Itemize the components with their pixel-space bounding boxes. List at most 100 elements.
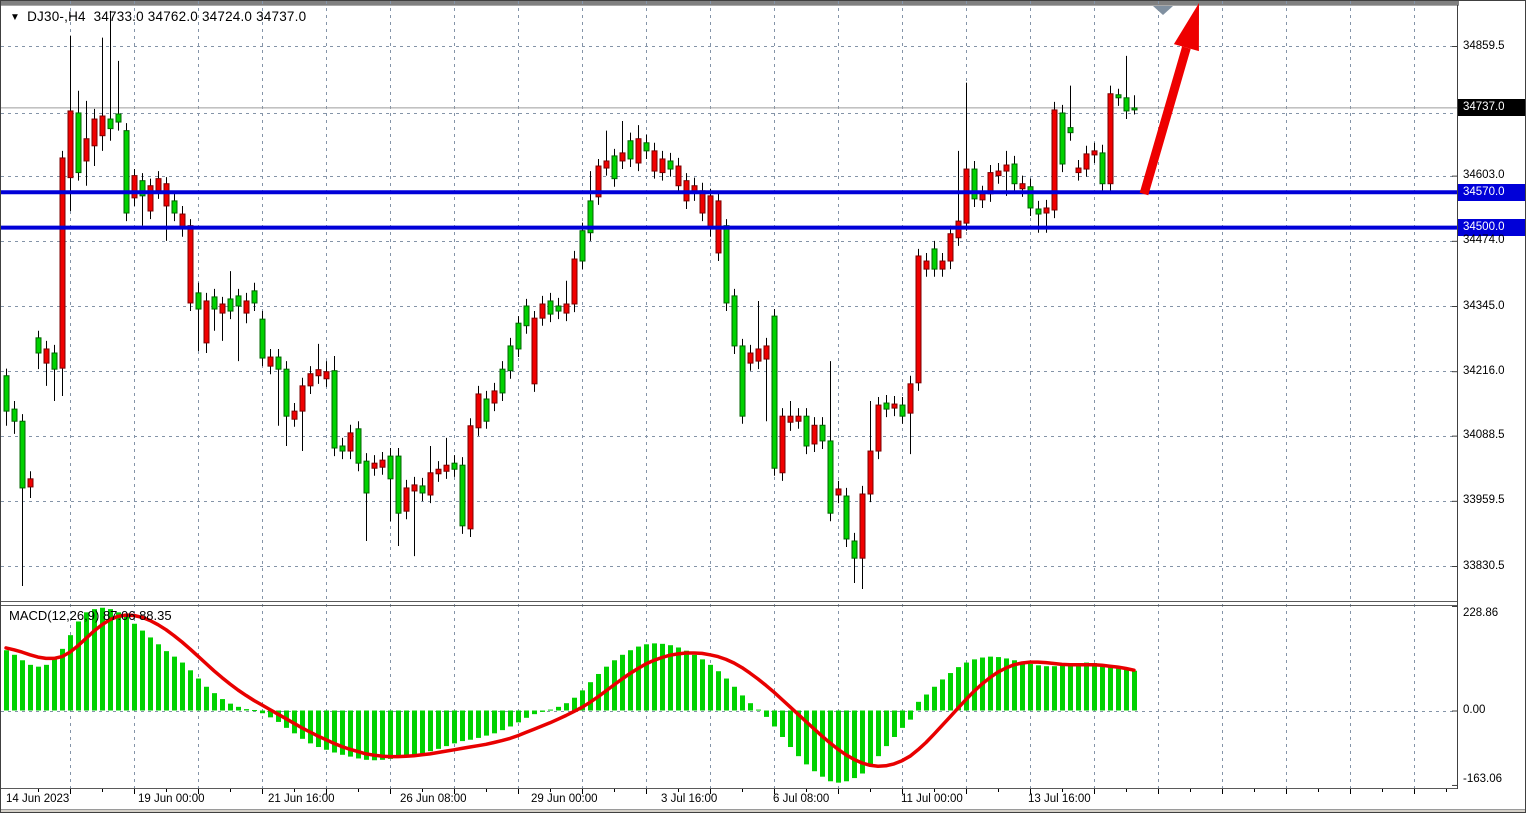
chart-title: ▼ DJ30-,H4 34733.0 34762.0 34724.0 34737.…: [10, 9, 306, 24]
macd-bar: [4, 650, 9, 711]
macd-bar: [564, 703, 569, 711]
up-arrow-annotation[interactable]: [1139, 3, 1199, 196]
candle: [219, 303, 226, 314]
candle: [1107, 93, 1114, 185]
main-chart-area[interactable]: ▼ DJ30-,H4 34733.0 34762.0 34724.0 34737.…: [1, 1, 1459, 602]
macd-panel[interactable]: MACD(12,26,9) 87.06 88.35: [1, 604, 1459, 788]
price-axis-label: 34345.0: [1463, 299, 1505, 312]
macd-bar: [1060, 665, 1065, 711]
time-axis-tick: [1094, 789, 1095, 794]
candle: [331, 370, 338, 449]
candle: [67, 110, 74, 179]
macd-bar: [804, 710, 809, 765]
candle: [907, 383, 914, 414]
time-axis-label: 21 Jun 16:00: [268, 793, 335, 805]
candle: [267, 356, 274, 367]
macd-bar: [556, 706, 561, 711]
panel-splitter-top[interactable]: [1, 601, 1457, 602]
time-axis-tick: [134, 789, 135, 794]
macd-bar: [396, 710, 401, 758]
price-axis[interactable]: 34859.5 34737.0 34603.0 34570.0 34500.0 34474…: [1457, 1, 1525, 812]
macd-bar: [188, 670, 193, 711]
macd-bar: [404, 710, 409, 757]
time-axis-tick: [614, 789, 615, 792]
macd-bar: [876, 710, 881, 757]
candle: [979, 193, 986, 201]
candle: [915, 255, 922, 384]
macd-bar: [252, 710, 257, 712]
candle: [883, 402, 890, 410]
candle: [491, 390, 498, 404]
chart-title-symbol: DJ30-,H4: [27, 9, 86, 24]
macd-bar: [236, 706, 241, 711]
time-axis-tick: [1446, 789, 1447, 792]
candle: [771, 315, 778, 469]
time-axis-tick: [198, 789, 199, 794]
macd-bar: [764, 710, 769, 717]
candle: [859, 493, 866, 559]
time-axis-tick: [1030, 789, 1031, 794]
candle: [963, 168, 970, 224]
macd-bar: [1108, 666, 1113, 711]
macd-bar: [836, 710, 841, 783]
macd-chart[interactable]: [1, 604, 1459, 788]
candle: [803, 415, 810, 447]
candlestick-chart[interactable]: [1, 1, 1459, 602]
macd-bar: [76, 621, 81, 711]
macd-signal-line: [4, 613, 1136, 768]
candle: [99, 115, 106, 137]
macd-bar: [1124, 669, 1129, 711]
candle: [787, 415, 794, 423]
macd-bar: [1116, 668, 1121, 711]
candle: [395, 455, 402, 514]
candle: [923, 260, 930, 270]
time-axis-tick: [966, 789, 967, 794]
macd-bar: [652, 643, 657, 711]
time-axis-label: 19 Jun 00:00: [138, 793, 205, 805]
time-axis-tick: [1350, 789, 1351, 794]
candle: [611, 155, 618, 180]
time-axis-tick: [102, 789, 103, 792]
macd-bar: [1004, 658, 1009, 711]
macd-axis-label: 0.00: [1463, 704, 1486, 716]
macd-bar: [316, 710, 321, 748]
price-axis-label: 34603.0: [1463, 169, 1505, 182]
macd-bar: [772, 710, 777, 727]
candle: [171, 200, 178, 214]
macd-bar: [828, 710, 833, 782]
macd-bar: [524, 710, 529, 718]
candle: [35, 337, 42, 354]
macd-bar: [140, 630, 145, 711]
time-axis-tick: [518, 789, 519, 794]
macd-bar: [268, 710, 273, 718]
candle: [1027, 186, 1034, 209]
macd-bar: [52, 659, 57, 711]
time-axis-tick: [230, 789, 231, 792]
candle: [235, 295, 242, 307]
candle: [899, 404, 906, 417]
macd-bar: [484, 710, 489, 736]
candle: [195, 292, 202, 310]
macd-bar: [500, 710, 505, 731]
macd-bar: [948, 673, 953, 711]
axis-divider: [1457, 5, 1458, 789]
candle: [891, 403, 898, 409]
candle: [139, 180, 146, 197]
macd-bar: [884, 710, 889, 747]
panel-splitter-bottom[interactable]: [1, 605, 1457, 606]
candle: [723, 225, 730, 304]
macd-bar: [388, 710, 393, 759]
symbol-dropdown-icon[interactable]: ▼: [10, 12, 21, 23]
candle: [651, 150, 658, 172]
macd-bar: [748, 703, 753, 711]
time-axis-tick: [870, 789, 871, 792]
candle: [827, 440, 834, 514]
chart-shift-marker-icon[interactable]: [1153, 6, 1173, 15]
time-axis-label: 11 Jul 00:00: [901, 793, 963, 805]
macd-bar: [36, 666, 41, 711]
time-axis-tick: [1190, 789, 1191, 792]
candle: [779, 415, 786, 474]
candle: [459, 464, 466, 527]
time-axis[interactable]: 14 Jun 2023 19 Jun 00:00 21 Jun 16:00 26 Ju…: [1, 789, 1459, 812]
candle: [1083, 153, 1090, 170]
